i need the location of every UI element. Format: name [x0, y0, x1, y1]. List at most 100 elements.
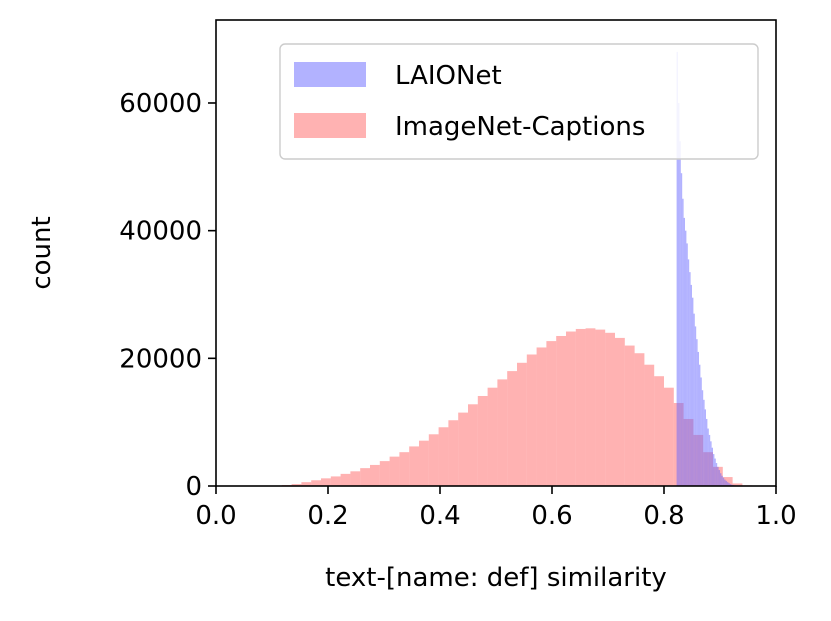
bar-imagenet-captions: [350, 471, 361, 486]
legend-swatch-imagenet-captions: [294, 113, 366, 138]
bar-imagenet-captions: [507, 371, 517, 486]
bar-imagenet-captions: [595, 329, 606, 486]
bar-imagenet-captions: [615, 337, 625, 486]
legend-swatch-laionet: [294, 62, 366, 87]
bar-laionet: [700, 377, 702, 486]
bar-imagenet-captions: [409, 446, 419, 486]
bar-laionet: [707, 428, 709, 486]
legend-label-imagenet-captions: ImageNet-Captions: [395, 112, 645, 142]
x-tick-label: 0.0: [195, 501, 236, 531]
bar-laionet: [686, 243, 688, 486]
bar-imagenet-captions: [389, 456, 400, 486]
x-tick-label: 0.8: [643, 501, 684, 531]
bar-laionet: [714, 458, 716, 486]
bar-imagenet-captions: [644, 364, 655, 486]
bar-laionet: [706, 418, 708, 486]
x-axis: 0.0 0.2 0.4 0.6 0.8 1.0: [195, 486, 797, 531]
bar-imagenet-captions: [624, 345, 635, 486]
bar-laionet: [710, 441, 712, 486]
bar-laionet: [727, 482, 729, 486]
bar-imagenet-captions: [438, 427, 449, 486]
bar-imagenet-captions: [722, 477, 733, 486]
bar-laionet: [703, 399, 705, 486]
x-axis-label: text-[name: def] similarity: [325, 563, 667, 593]
bar-laionet: [728, 483, 730, 486]
x-tick-label: 0.4: [419, 501, 460, 531]
y-tick-label: 20000: [119, 344, 202, 374]
plot-frame: [215, 19, 777, 487]
bar-imagenet-captions: [428, 434, 439, 486]
bar-laionet: [678, 102, 680, 486]
bar-imagenet-captions: [556, 335, 566, 486]
bar-imagenet-captions: [536, 347, 547, 486]
bar-imagenet-captions: [664, 387, 674, 486]
bar-imagenet-captions: [330, 476, 341, 486]
bar-imagenet-captions: [458, 412, 468, 486]
bar-laionet: [689, 272, 691, 486]
bar-imagenet-captions: [448, 420, 459, 486]
bar-laionet: [721, 475, 723, 486]
bar-imagenet-captions: [311, 480, 321, 486]
bar-imagenet-captions: [634, 353, 645, 486]
bar-laionet: [696, 339, 698, 486]
bar-imagenet-captions: [370, 464, 380, 486]
bar-laionet: [683, 217, 685, 486]
bar-imagenet-captions: [399, 452, 410, 486]
bar-laionet: [692, 297, 694, 486]
bar-laionet: [713, 454, 715, 486]
bar-imagenet-captions: [477, 395, 488, 486]
bar-laionet: [725, 480, 727, 486]
bar-laionet: [708, 434, 711, 486]
bar-imagenet-captions: [487, 387, 498, 486]
bar-imagenet-captions: [468, 404, 478, 486]
bar-laionet: [694, 326, 697, 486]
bar-laionet: [685, 230, 687, 486]
bar-laionet: [680, 173, 683, 486]
bar-imagenet-captions: [360, 468, 370, 486]
bar-laionet: [718, 470, 720, 486]
bar-imagenet-captions: [546, 341, 557, 486]
legend: LAIONet ImageNet-Captions: [279, 43, 759, 160]
legend-label-laionet: LAIONet: [395, 61, 502, 91]
bar-laionet: [687, 259, 690, 486]
y-tick-label: 0: [185, 472, 202, 502]
bar-laionet: [729, 484, 732, 486]
bar-imagenet-captions: [291, 484, 302, 486]
bar-laionet: [722, 477, 725, 486]
bar-imagenet-captions: [340, 473, 351, 486]
bar-imagenet-captions: [585, 328, 596, 486]
bar-imagenet-captions: [605, 332, 615, 486]
bar-imagenet-captions: [517, 362, 527, 486]
bar-laionet: [704, 409, 706, 486]
x-tick-label: 0.2: [307, 501, 348, 531]
bar-imagenet-captions: [526, 354, 537, 486]
bar-imagenet-captions: [321, 478, 331, 486]
bar-imagenet-captions: [419, 440, 429, 486]
bars-layer: [272, 51, 753, 487]
x-tick-label: 1.0: [755, 501, 796, 531]
bar-imagenet-captions: [497, 379, 508, 486]
bar-imagenet-captions: [654, 376, 664, 486]
bar-laionet: [711, 447, 713, 486]
bar-laionet: [697, 351, 699, 486]
bar-imagenet-captions: [301, 482, 312, 486]
bar-laionet: [717, 466, 719, 486]
bar-laionet: [699, 364, 701, 486]
bar-laionet: [720, 473, 722, 486]
bar-imagenet-captions: [732, 483, 743, 486]
bar-laionet: [676, 51, 678, 486]
bar-imagenet-captions: [379, 461, 390, 486]
bar-laionet: [715, 463, 718, 486]
y-axis-label: count: [27, 216, 57, 289]
bar-laionet: [693, 313, 695, 486]
legend-box: [279, 43, 759, 160]
y-axis: 0 20000 40000 60000: [119, 89, 216, 502]
bar-laionet: [679, 141, 681, 487]
bar-laionet: [690, 284, 692, 486]
y-tick-label: 40000: [119, 217, 202, 247]
bar-laionet: [682, 198, 684, 486]
y-tick-label: 60000: [119, 89, 202, 119]
bar-imagenet-captions: [575, 328, 586, 486]
bar-laionet: [724, 479, 726, 486]
